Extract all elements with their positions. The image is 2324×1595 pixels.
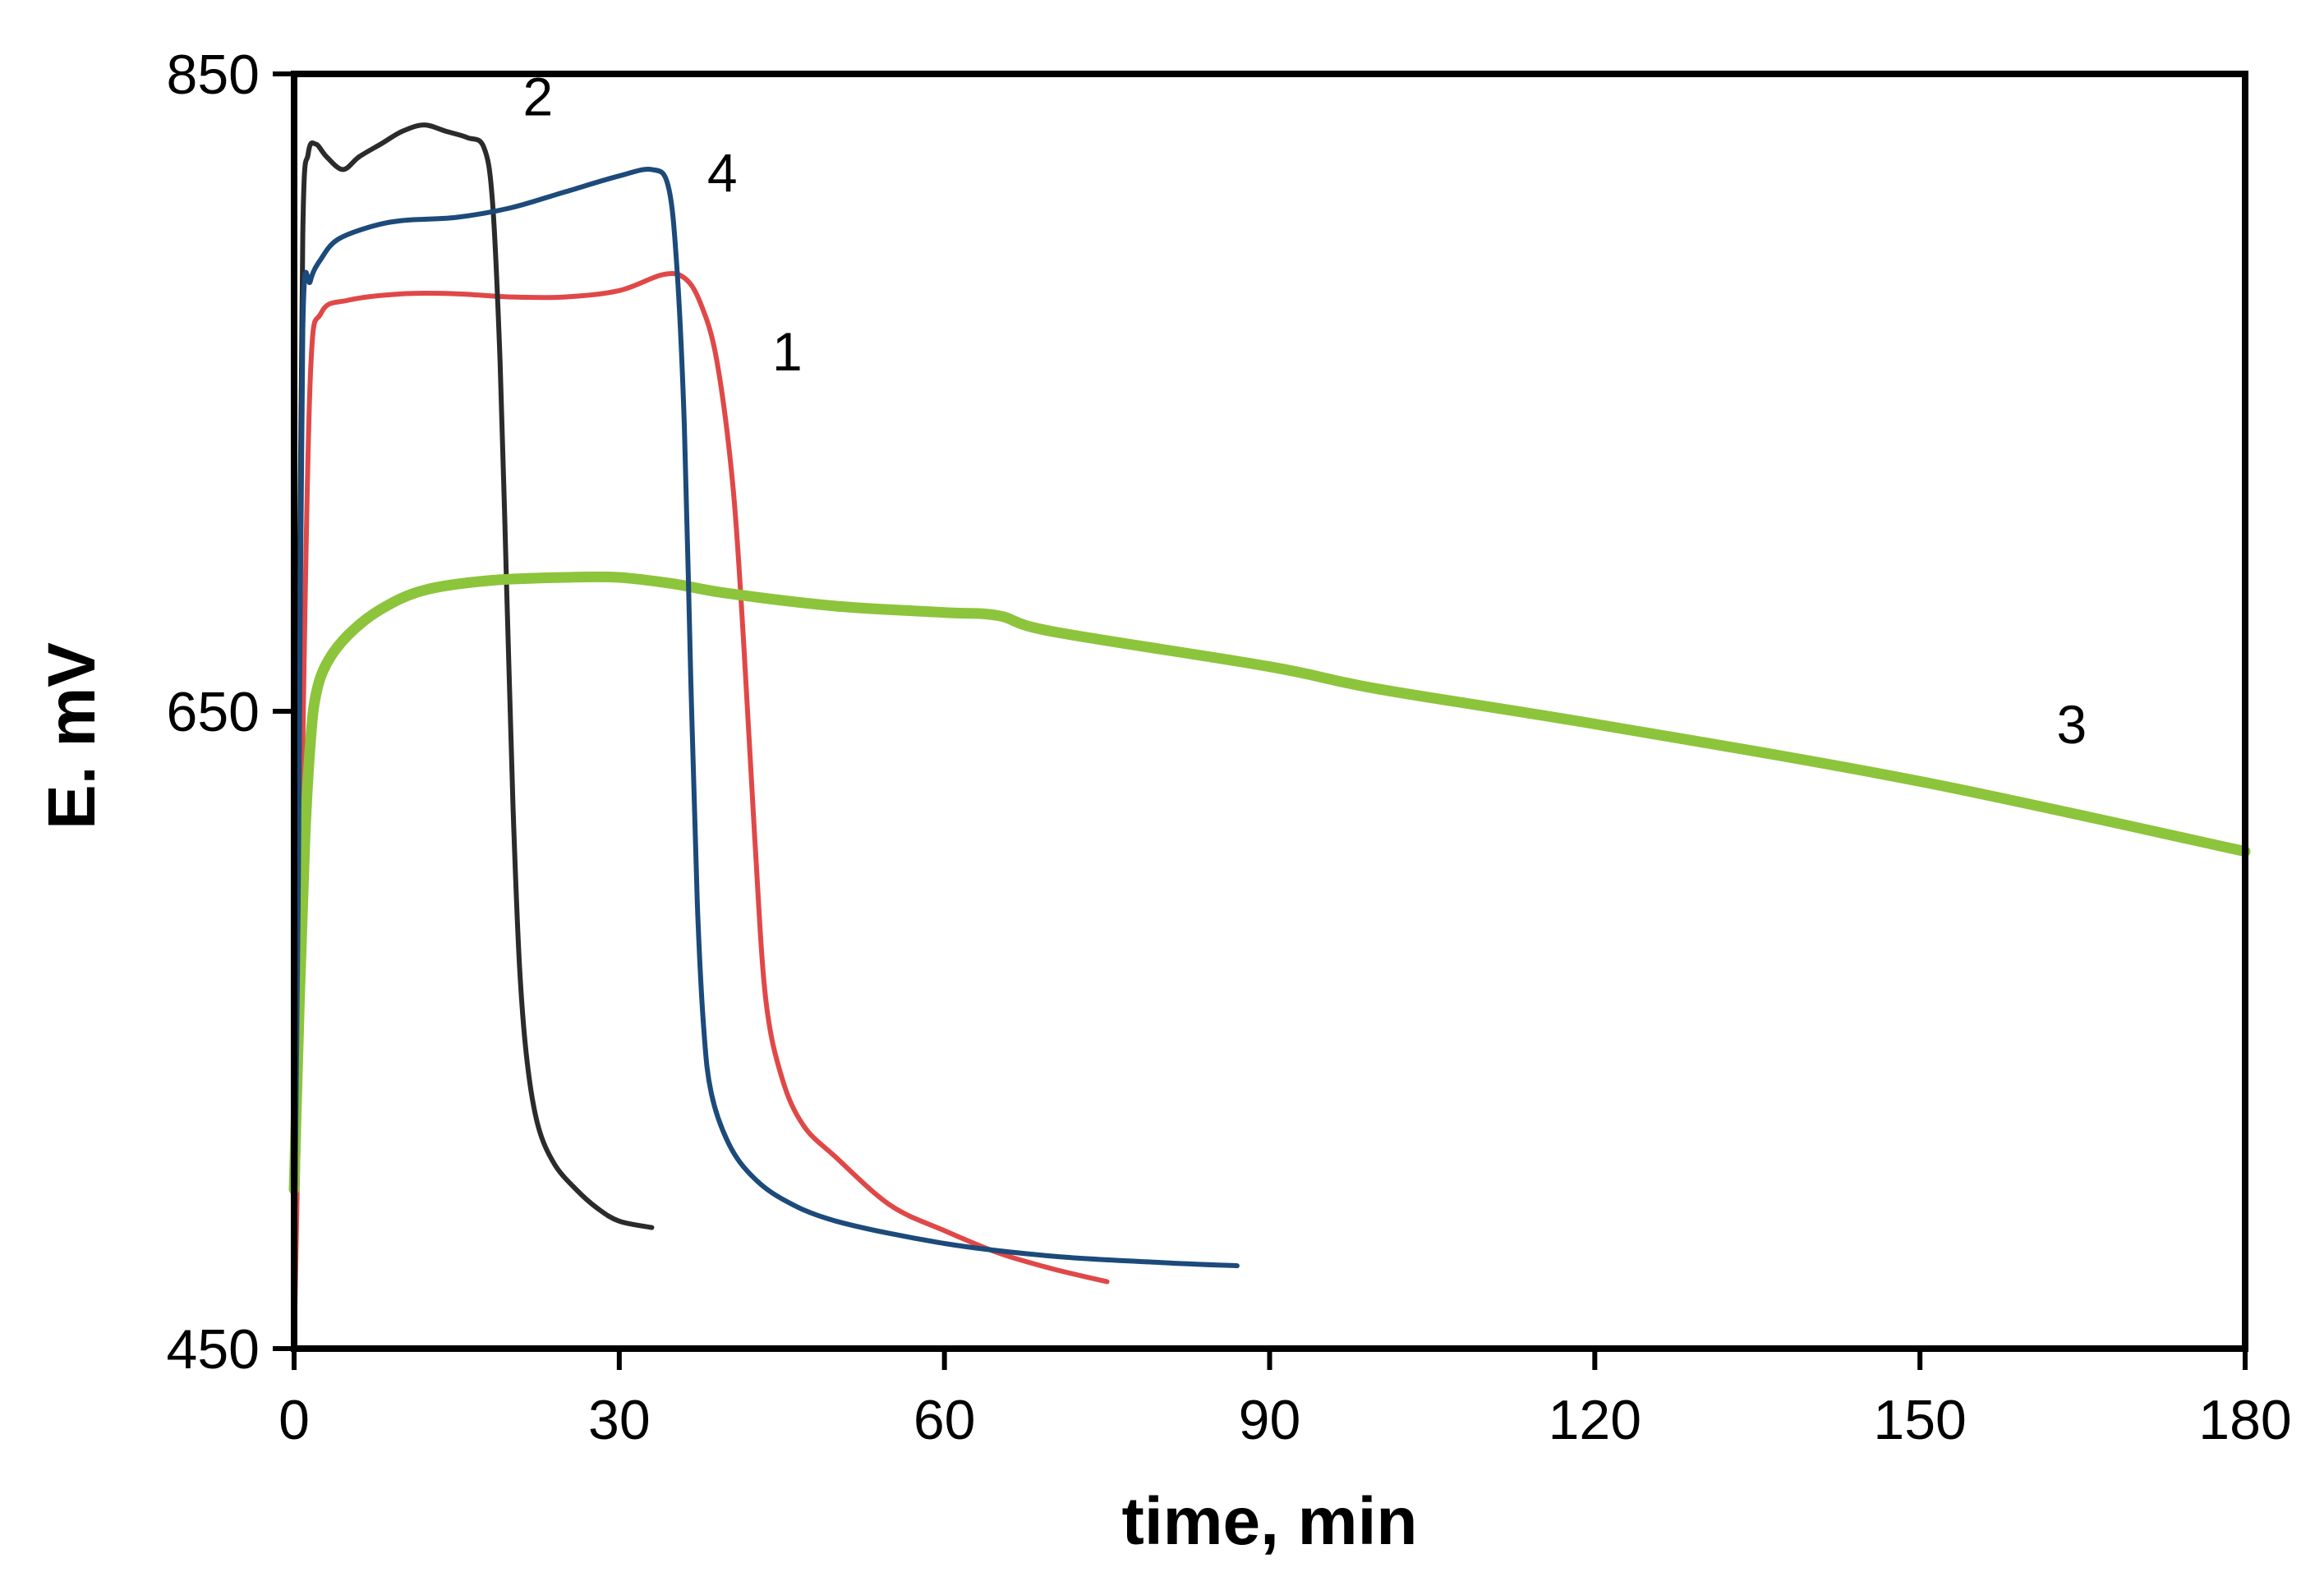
series-3-line [288,571,2251,1195]
annotations-layer: 2 4 1 3 [523,66,2087,754]
x-axis-title: time, min [1122,1484,1418,1559]
x-tick-label: 120 [1549,1389,1641,1451]
y-tick-label: 450 [167,1318,260,1381]
y-tick-label: 850 [167,44,260,106]
curves-layer [288,122,2251,1351]
y-tick-label: 650 [167,681,260,743]
y-axis-title: E. mV [35,642,109,830]
x-tick-label: 0 [278,1389,310,1451]
series-1-line [292,271,1110,1351]
x-tick-label: 150 [1873,1389,1966,1451]
curve-label-4: 4 [707,143,738,204]
x-tick-label: 180 [2198,1389,2291,1451]
x-tick-label: 90 [1239,1389,1301,1451]
ticks-layer: 0 30 60 90 120 150 180 450 650 850 [167,44,2292,1451]
series-2-line [292,122,655,1256]
x-tick-label: 60 [913,1389,976,1451]
curve-label-3: 3 [2057,694,2087,755]
series-4-line [292,167,1240,1288]
plot-area-frame [291,71,2248,1352]
curve-label-1: 1 [772,321,803,382]
x-tick-label: 30 [588,1389,651,1451]
curve-label-2: 2 [523,66,554,126]
